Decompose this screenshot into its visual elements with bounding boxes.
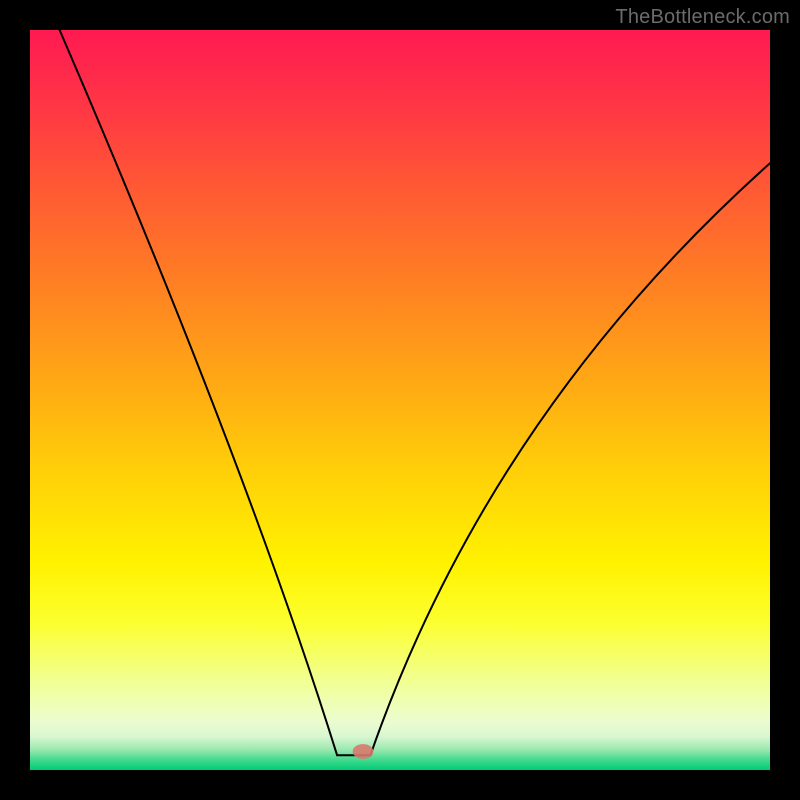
chart-frame: TheBottleneck.com	[0, 0, 800, 800]
gradient-plot	[30, 30, 770, 770]
gradient-background	[30, 30, 770, 770]
plot-area	[30, 30, 770, 770]
minimum-marker	[353, 744, 374, 759]
watermark-text: TheBottleneck.com	[615, 6, 790, 29]
